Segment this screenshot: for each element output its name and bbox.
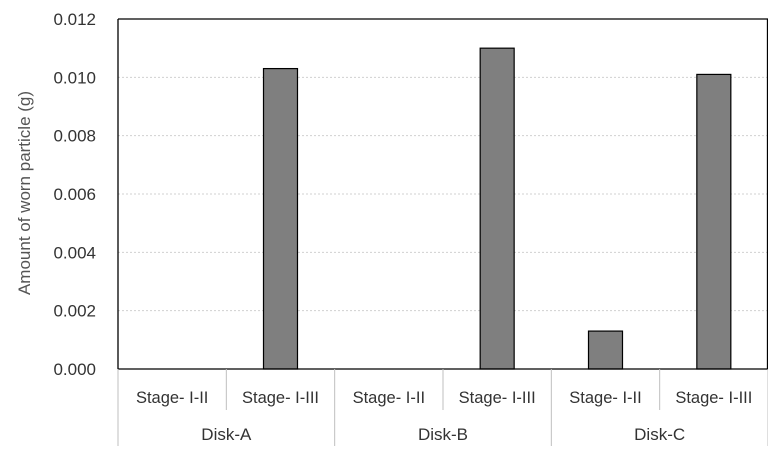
y-tick-label: 0.006 — [53, 185, 96, 204]
y-tick-labels: 0.000 0.002 0.004 0.006 0.008 0.010 0.012 — [53, 10, 96, 379]
bars — [262, 47, 732, 370]
bar — [479, 47, 515, 370]
category-label: Stage- I-II — [569, 389, 641, 407]
y-tick-label: 0.002 — [53, 302, 96, 321]
y-tick-label: 0.000 — [53, 360, 96, 379]
category-label: Stage- I-III — [459, 389, 536, 407]
group-labels: Disk-A Disk-B Disk-C — [201, 425, 685, 444]
group-label: Disk-C — [634, 425, 685, 444]
bar — [696, 73, 732, 370]
category-label: Stage- I-II — [353, 389, 425, 407]
bar — [262, 67, 299, 370]
y-tick-label: 0.010 — [53, 68, 96, 87]
category-label: Stage- I-III — [242, 389, 319, 407]
category-labels: Stage- I-II Stage- I-III Stage- I-II Stage-… — [136, 389, 752, 407]
y-tick-label: 0.004 — [53, 243, 96, 262]
group-label: Disk-B — [418, 425, 468, 444]
group-label: Disk-A — [201, 425, 252, 444]
category-label: Stage- I-III — [675, 389, 752, 407]
y-tick-label: 0.008 — [53, 127, 96, 146]
category-label: Stage- I-II — [136, 389, 208, 407]
y-tick-label: 0.012 — [53, 10, 96, 29]
grid-lines — [118, 18, 768, 312]
bar — [587, 330, 624, 370]
y-axis-title: Amount of worn particle (g) — [15, 91, 34, 295]
axes — [117, 18, 768, 446]
